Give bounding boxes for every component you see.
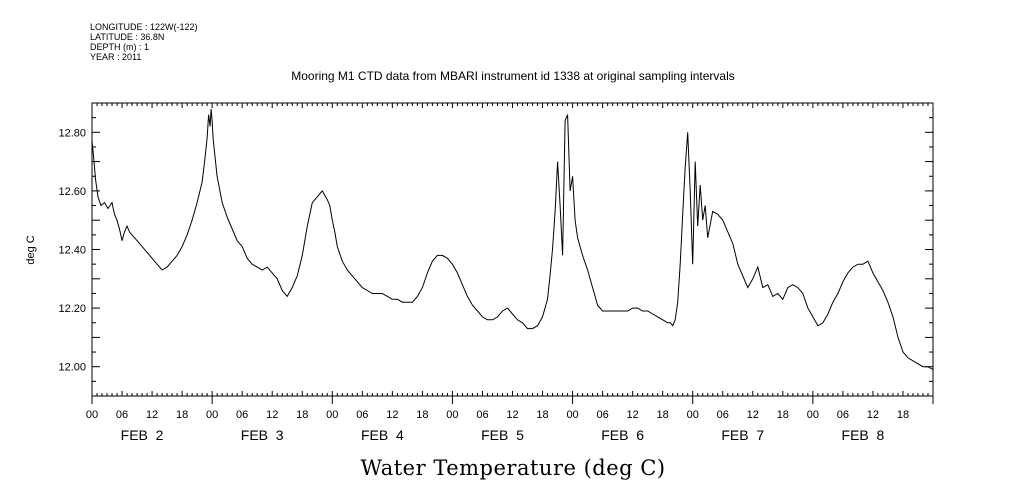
longitude-label: LONGITUDE : 122W(-122) (90, 22, 198, 32)
day-label: FEB 4 (361, 427, 404, 443)
x-tick-label: 06 (596, 409, 608, 421)
day-labels: FEB 2 FEB 3 FEB 4 FEB 5 FEB 6 FEB 7 FEB 8 (121, 427, 885, 443)
x-tick-label: 12 (747, 409, 759, 421)
tick-marks (91, 102, 934, 404)
x-tick-label: 12 (146, 409, 158, 421)
x-tick-label: 00 (326, 409, 338, 421)
x-tick-label: 18 (777, 409, 789, 421)
x-tick-label: 00 (687, 409, 699, 421)
day-label: FEB 6 (601, 427, 644, 443)
depth-label: DEPTH (m) : 1 (90, 42, 149, 52)
plot-frame (91, 102, 934, 397)
day-label: FEB 3 (241, 427, 284, 443)
x-axis-label: Water Temperature (deg C) (360, 456, 665, 480)
x-tick-label: 06 (717, 409, 729, 421)
year-label: YEAR : 2011 (90, 52, 141, 62)
x-tick-label: 18 (536, 409, 548, 421)
x-tick-label: 00 (446, 409, 458, 421)
x-tick-label: 06 (116, 409, 128, 421)
day-label: FEB 8 (842, 427, 885, 443)
x-tick-label: 06 (236, 409, 248, 421)
latitude-label: LATITUDE : 36.8N (90, 32, 164, 42)
x-tick-label: 12 (266, 409, 278, 421)
x-tick-label: 18 (416, 409, 428, 421)
x-tick-label: 00 (206, 409, 218, 421)
x-tick-label: 06 (356, 409, 368, 421)
x-tick-label: 06 (837, 409, 849, 421)
x-tick-label: 12 (386, 409, 398, 421)
day-label: FEB 7 (721, 427, 764, 443)
x-tick-label: 12 (627, 409, 639, 421)
y-tick-label: 12.80 (58, 127, 86, 139)
day-label: FEB 5 (481, 427, 524, 443)
day-label: FEB 2 (121, 427, 164, 443)
chart-title: Mooring M1 CTD data from MBARI instrumen… (291, 69, 735, 83)
x-tick-label: 00 (86, 409, 98, 421)
x-tick-label: 18 (657, 409, 669, 421)
y-tick-label: 12.40 (58, 245, 86, 257)
x-tick-label: 12 (867, 409, 879, 421)
x-tick-label: 18 (176, 409, 188, 421)
x-tick-label: 00 (566, 409, 578, 421)
y-axis-label: deg C (25, 235, 37, 264)
x-tick-label: 18 (296, 409, 308, 421)
y-tick-labels: 12.00 12.20 12.40 12.60 12.80 (58, 127, 86, 373)
x-tick-label: 06 (476, 409, 488, 421)
x-tick-labels: 00 06 12 18 00 06 12 18 00 06 12 18 00 06 12 18 00 06 12 18… (86, 409, 909, 421)
x-tick-label: 00 (807, 409, 819, 421)
x-tick-label: 12 (506, 409, 518, 421)
y-tick-label: 12.60 (58, 186, 86, 198)
temperature-series-line (91, 108, 934, 371)
x-tick-label: 18 (897, 409, 909, 421)
y-tick-label: 12.20 (58, 303, 86, 315)
y-tick-label: 12.00 (58, 362, 86, 374)
